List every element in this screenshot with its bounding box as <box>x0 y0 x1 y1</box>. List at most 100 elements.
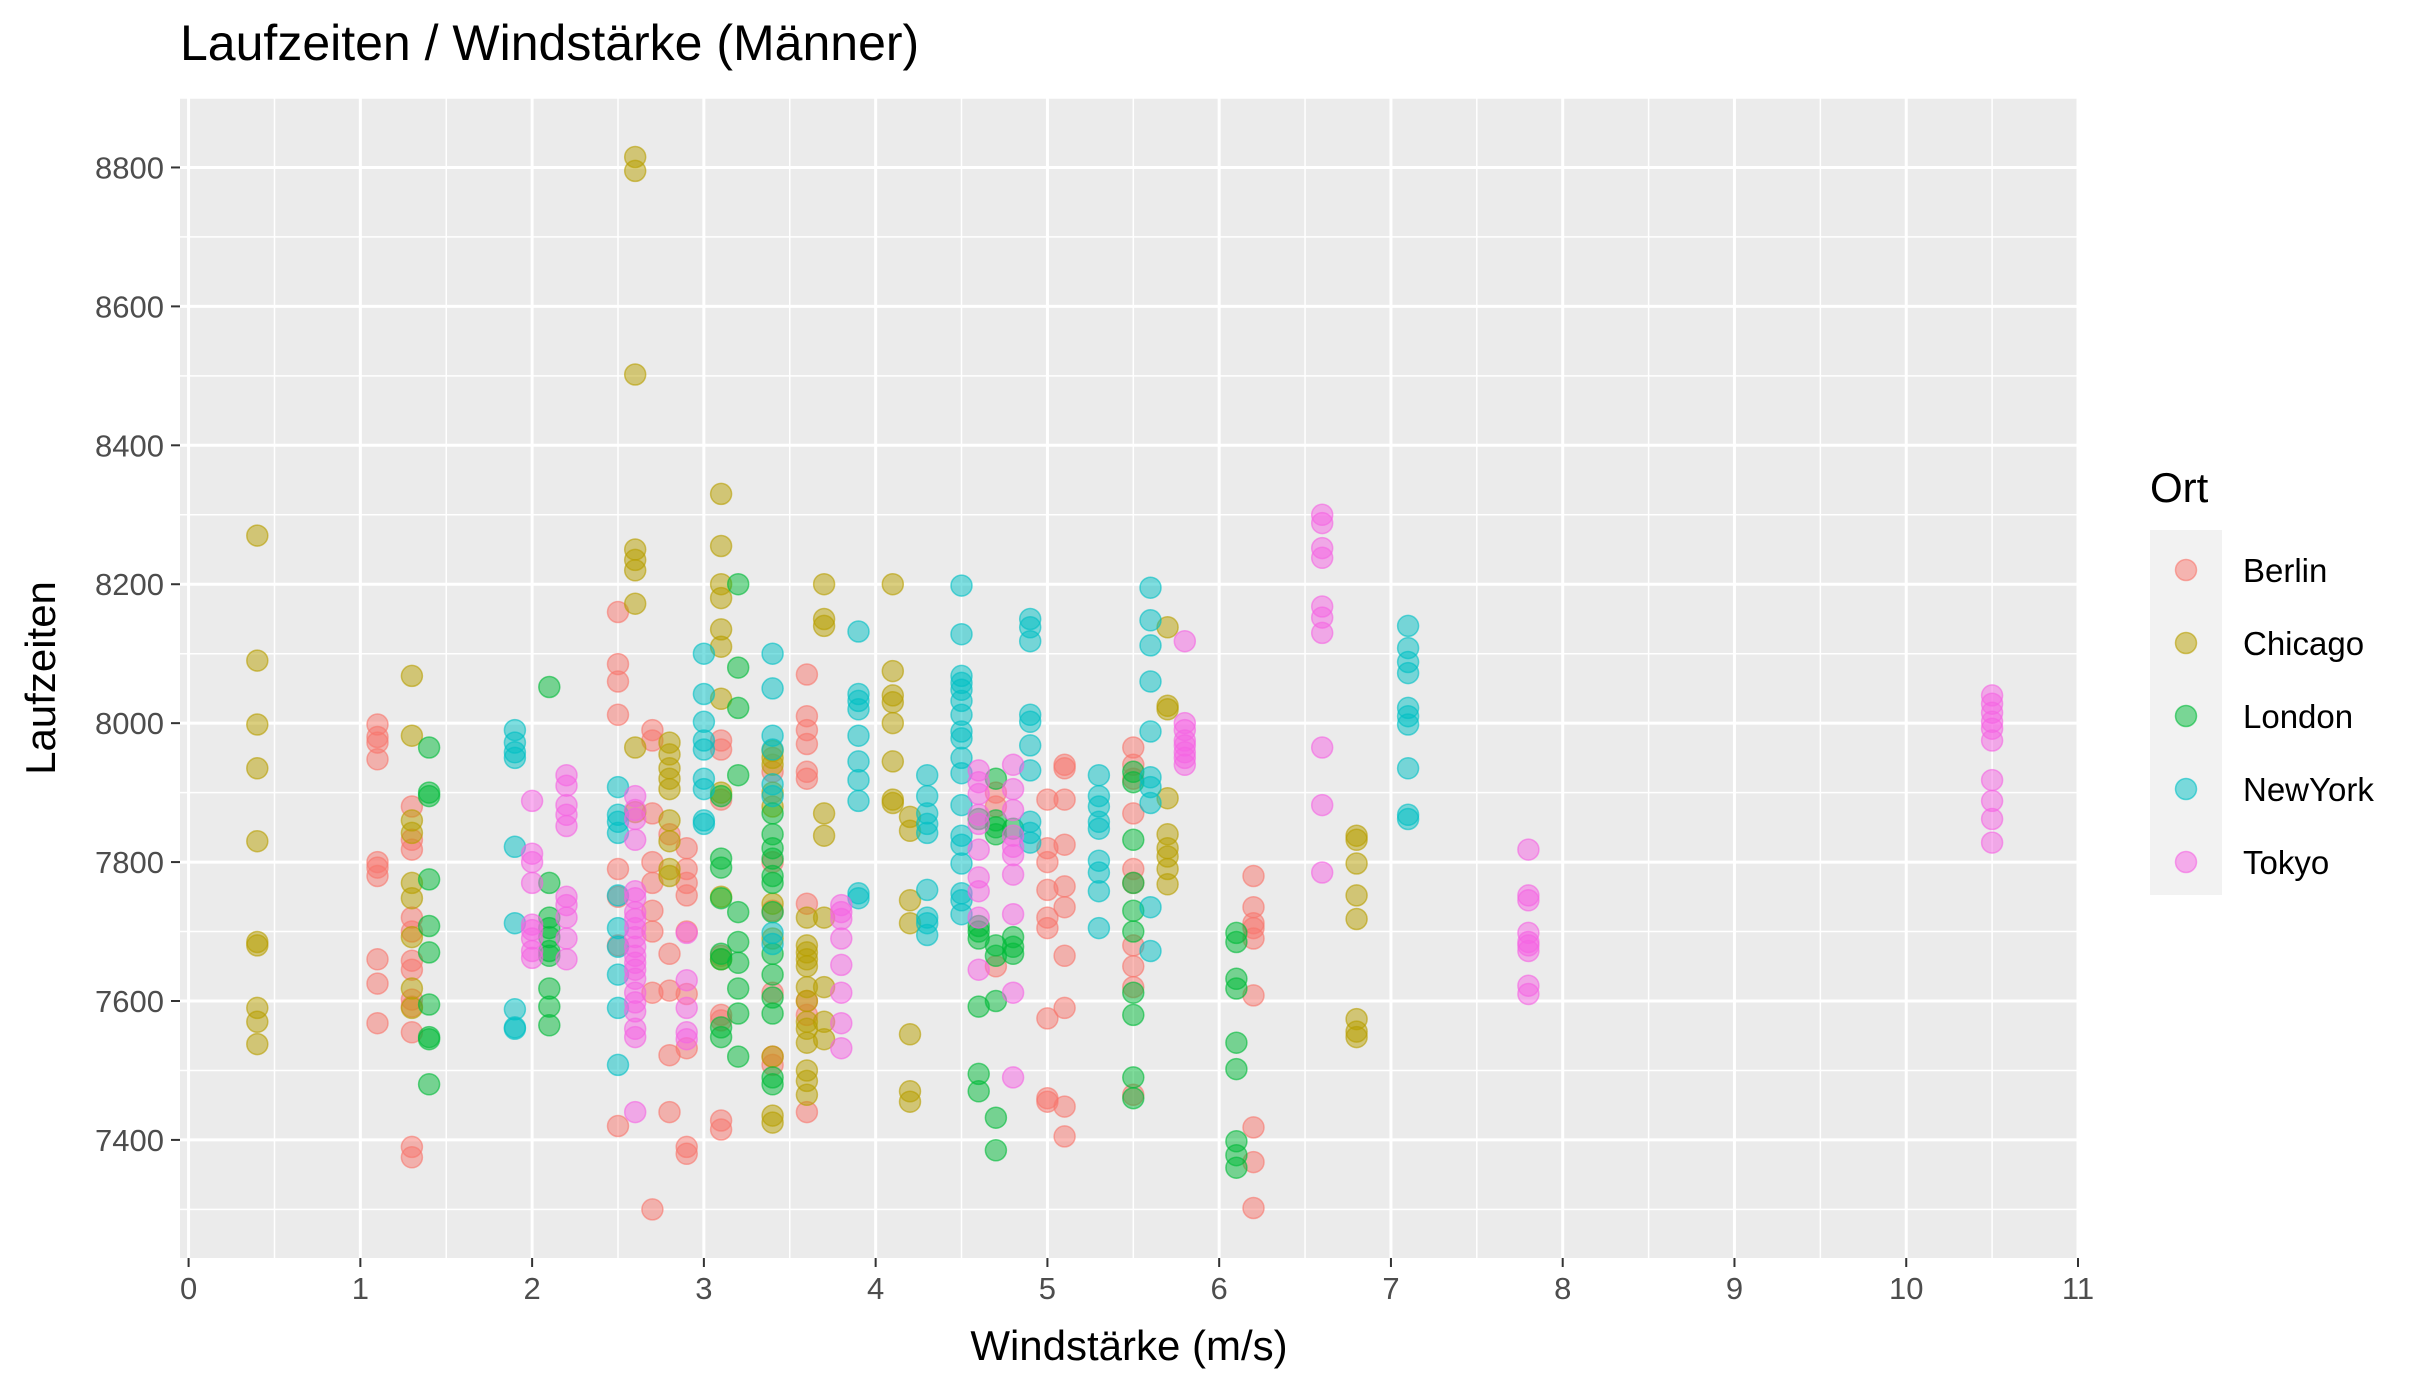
data-point <box>1001 981 1025 1004</box>
data-point <box>726 696 750 720</box>
data-point <box>709 1025 733 1049</box>
data-point <box>881 791 905 815</box>
data-point <box>761 642 784 665</box>
data-point <box>881 659 905 683</box>
data-point <box>761 1045 784 1068</box>
data-point <box>623 559 647 582</box>
data-point <box>847 789 870 813</box>
data-point <box>1139 791 1162 815</box>
data-point <box>1001 902 1025 926</box>
legend-label-chicago: Chicago <box>2243 625 2364 662</box>
data-point <box>417 941 441 964</box>
data-point <box>538 995 561 1018</box>
x-tick-label: 4 <box>867 1271 884 1306</box>
y-tick-label: 8200 <box>95 567 164 602</box>
data-point <box>1345 1025 1368 1049</box>
data-point <box>246 649 269 672</box>
data-point <box>830 907 853 931</box>
data-point <box>1173 629 1197 653</box>
legend-items: Berlin Chicago London NewYork Tokyo <box>2174 552 2374 881</box>
legend: Ort Berlin Chicago London NewYork Tokyo <box>2150 464 2374 895</box>
data-point <box>830 1036 853 1060</box>
data-point <box>1980 831 2004 854</box>
data-point <box>950 622 973 646</box>
data-point <box>675 996 698 1020</box>
data-point <box>555 814 578 838</box>
x-tick-label: 1 <box>352 1271 369 1306</box>
data-point <box>366 972 389 995</box>
data-point <box>246 829 269 853</box>
data-point <box>538 675 561 699</box>
data-point <box>417 736 441 759</box>
data-point <box>1517 838 1540 861</box>
data-point <box>1001 777 1025 801</box>
data-point <box>1225 977 1248 1000</box>
data-point <box>1139 634 1162 657</box>
data-point <box>606 670 630 693</box>
data-point <box>1310 793 1334 817</box>
data-point <box>658 829 681 853</box>
data-point <box>1087 763 1111 787</box>
data-point <box>1345 884 1368 907</box>
data-point <box>1122 1066 1145 1089</box>
data-point <box>984 1139 1008 1162</box>
data-point <box>761 900 784 924</box>
data-point <box>400 977 424 1000</box>
data-point <box>417 1073 441 1096</box>
data-point <box>709 1118 733 1141</box>
data-point <box>830 1011 853 1035</box>
data-point <box>915 878 939 902</box>
data-point <box>761 677 784 700</box>
y-tick-label: 7400 <box>95 1123 164 1158</box>
data-point <box>812 572 836 596</box>
data-point <box>795 1083 819 1107</box>
data-point <box>726 1002 750 1025</box>
data-point <box>623 807 647 831</box>
data-point <box>761 1111 784 1134</box>
data-point <box>1053 788 1076 811</box>
data-point <box>795 767 819 790</box>
data-point <box>726 763 750 787</box>
data-point <box>366 1011 389 1035</box>
x-tick-label: 6 <box>1211 1271 1228 1306</box>
y-axis: 7400 7600 7800 8000 8200 8400 8600 8800 <box>95 150 180 1158</box>
data-point <box>709 856 733 879</box>
data-point <box>623 828 647 852</box>
data-point <box>1087 861 1111 884</box>
data-point <box>967 838 990 861</box>
data-point <box>606 1053 630 1077</box>
data-point <box>246 524 269 547</box>
data-point <box>692 812 716 836</box>
data-point <box>1053 1125 1076 1148</box>
data-point <box>915 923 939 947</box>
data-point <box>366 948 389 971</box>
y-tick-label: 8800 <box>95 150 164 185</box>
data-point <box>692 710 716 734</box>
legend-key-chicago <box>2174 631 2198 655</box>
data-point <box>1980 729 2004 752</box>
data-point <box>1517 939 1540 963</box>
data-point <box>761 871 784 895</box>
legend-key-newyork <box>2174 777 2198 801</box>
data-point <box>1396 757 1420 780</box>
data-point <box>1980 807 2004 831</box>
data-point <box>1087 817 1111 840</box>
data-point <box>1517 982 1540 1006</box>
data-point <box>623 592 647 615</box>
plot-panel <box>180 98 2078 1258</box>
x-axis: 0 1 2 3 4 5 6 7 8 9 10 11 <box>180 1258 2094 1306</box>
data-point <box>898 1090 922 1113</box>
data-point <box>1122 828 1145 852</box>
data-point <box>246 1032 269 1056</box>
data-point <box>967 958 990 981</box>
data-point <box>675 1142 698 1166</box>
data-point <box>1018 734 1042 757</box>
data-point <box>1310 546 1334 570</box>
x-tick-label: 3 <box>695 1271 712 1306</box>
data-point <box>400 1146 424 1169</box>
data-point <box>658 809 681 832</box>
data-point <box>503 746 527 770</box>
data-point <box>881 691 905 714</box>
data-point <box>984 1106 1008 1129</box>
